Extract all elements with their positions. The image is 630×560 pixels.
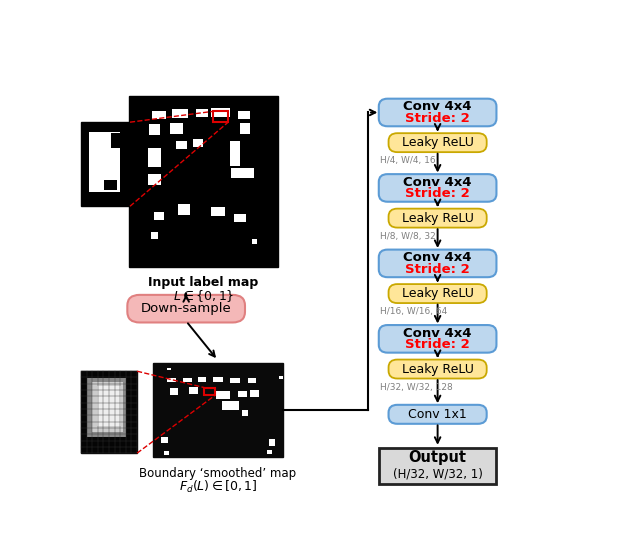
- Text: $F_d(L) \in [0, 1]$: $F_d(L) \in [0, 1]$: [179, 479, 257, 495]
- Bar: [222, 401, 239, 410]
- Bar: [230, 377, 240, 383]
- Bar: [189, 387, 198, 394]
- FancyBboxPatch shape: [379, 250, 496, 277]
- Bar: [231, 168, 254, 178]
- Bar: [196, 109, 208, 117]
- Bar: [167, 368, 171, 370]
- Bar: [151, 232, 158, 239]
- Bar: [266, 450, 272, 454]
- Bar: [169, 123, 183, 134]
- Bar: [268, 439, 275, 446]
- Text: Leaky ReLU: Leaky ReLU: [402, 362, 474, 376]
- Bar: [178, 204, 190, 215]
- Text: Conv 4x4: Conv 4x4: [403, 176, 472, 189]
- Text: Conv 1x1: Conv 1x1: [408, 408, 467, 421]
- Text: (H/32, W/32, 1): (H/32, W/32, 1): [392, 468, 483, 480]
- Bar: [105, 180, 117, 190]
- Bar: [173, 109, 188, 118]
- Bar: [97, 386, 121, 426]
- Bar: [204, 388, 215, 395]
- Text: Output: Output: [409, 450, 467, 465]
- Bar: [198, 377, 205, 381]
- FancyBboxPatch shape: [389, 405, 487, 424]
- Bar: [166, 377, 176, 382]
- FancyBboxPatch shape: [379, 174, 496, 202]
- Bar: [242, 410, 248, 416]
- FancyBboxPatch shape: [389, 284, 487, 303]
- Bar: [210, 108, 230, 117]
- Bar: [251, 239, 258, 244]
- Bar: [81, 371, 137, 453]
- Bar: [89, 132, 120, 192]
- Bar: [148, 148, 161, 167]
- Bar: [240, 123, 249, 134]
- Bar: [161, 437, 168, 444]
- Bar: [153, 362, 283, 458]
- Text: Leaky ReLU: Leaky ReLU: [402, 287, 474, 300]
- Bar: [154, 212, 164, 220]
- Bar: [149, 124, 160, 135]
- Bar: [280, 376, 284, 379]
- Bar: [183, 377, 192, 382]
- Text: Leaky ReLU: Leaky ReLU: [402, 212, 474, 225]
- Bar: [152, 111, 166, 119]
- Text: Input label map: Input label map: [148, 276, 258, 289]
- Bar: [81, 122, 130, 206]
- Text: H/4, W/4, 16: H/4, W/4, 16: [381, 156, 436, 165]
- Text: Stride: 2: Stride: 2: [405, 338, 470, 351]
- Text: $L \in \{0, 1\}$: $L \in \{0, 1\}$: [173, 288, 234, 304]
- FancyBboxPatch shape: [389, 209, 487, 227]
- Text: Stride: 2: Stride: 2: [405, 263, 470, 276]
- Text: Conv 4x4: Conv 4x4: [403, 251, 472, 264]
- Bar: [238, 111, 250, 119]
- Text: H/16, W/16, 64: H/16, W/16, 64: [381, 307, 447, 316]
- Bar: [212, 111, 228, 122]
- Text: Conv 4x4: Conv 4x4: [403, 100, 472, 113]
- Bar: [176, 141, 186, 149]
- Bar: [250, 390, 259, 397]
- Text: Down-sample: Down-sample: [140, 302, 232, 315]
- Text: Boundary ‘smoothed’ map: Boundary ‘smoothed’ map: [139, 467, 297, 480]
- Bar: [169, 388, 178, 395]
- Bar: [112, 133, 121, 148]
- FancyBboxPatch shape: [379, 325, 496, 353]
- Bar: [88, 379, 125, 437]
- Bar: [193, 139, 203, 147]
- Bar: [238, 391, 247, 397]
- Text: H/32, W/32, 128: H/32, W/32, 128: [381, 383, 453, 392]
- FancyBboxPatch shape: [379, 99, 496, 126]
- Bar: [234, 214, 246, 222]
- Bar: [210, 207, 225, 216]
- Text: Stride: 2: Stride: 2: [405, 187, 470, 200]
- Bar: [248, 377, 256, 383]
- Bar: [164, 451, 169, 455]
- Text: Conv 4x4: Conv 4x4: [403, 326, 472, 340]
- Bar: [213, 377, 223, 381]
- Bar: [216, 391, 229, 399]
- Bar: [229, 141, 241, 166]
- Bar: [379, 448, 496, 484]
- Bar: [129, 96, 278, 267]
- Text: Leaky ReLU: Leaky ReLU: [402, 136, 474, 149]
- Bar: [148, 174, 161, 185]
- Text: H/8, W/8, 32: H/8, W/8, 32: [381, 232, 436, 241]
- Bar: [92, 382, 123, 432]
- FancyBboxPatch shape: [127, 295, 245, 323]
- FancyBboxPatch shape: [389, 360, 487, 379]
- Text: Stride: 2: Stride: 2: [405, 111, 470, 124]
- FancyBboxPatch shape: [389, 133, 487, 152]
